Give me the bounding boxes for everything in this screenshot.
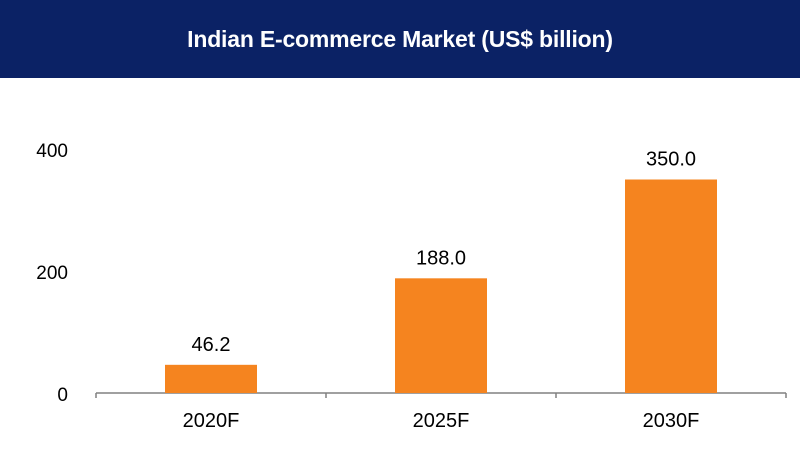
x-tick-label: 2025F (413, 410, 470, 432)
y-tick-label: 200 (36, 263, 68, 284)
bar-chart: 0 200 400 46.2 2020F 188.0 2025F 350.0 2030F (36, 141, 787, 432)
chart-area: 0 200 400 46.2 2020F 188.0 2025F 350.0 2030F (0, 78, 800, 467)
x-tick-label: 2020F (183, 410, 240, 432)
bar-2025F (395, 278, 487, 393)
y-tick-label: 0 (57, 385, 68, 406)
data-label: 46.2 (192, 334, 231, 356)
y-tick-label: 400 (36, 141, 68, 162)
data-label: 350.0 (646, 149, 696, 171)
chart-title: Indian E-commerce Market (US$ billion) (187, 25, 613, 52)
bar-2020F (165, 364, 257, 393)
x-tick-label: 2030F (643, 410, 700, 432)
data-label: 188.0 (416, 247, 466, 269)
bar-2030F (625, 179, 717, 393)
chart-title-bar: Indian E-commerce Market (US$ billion) (0, 0, 800, 78)
